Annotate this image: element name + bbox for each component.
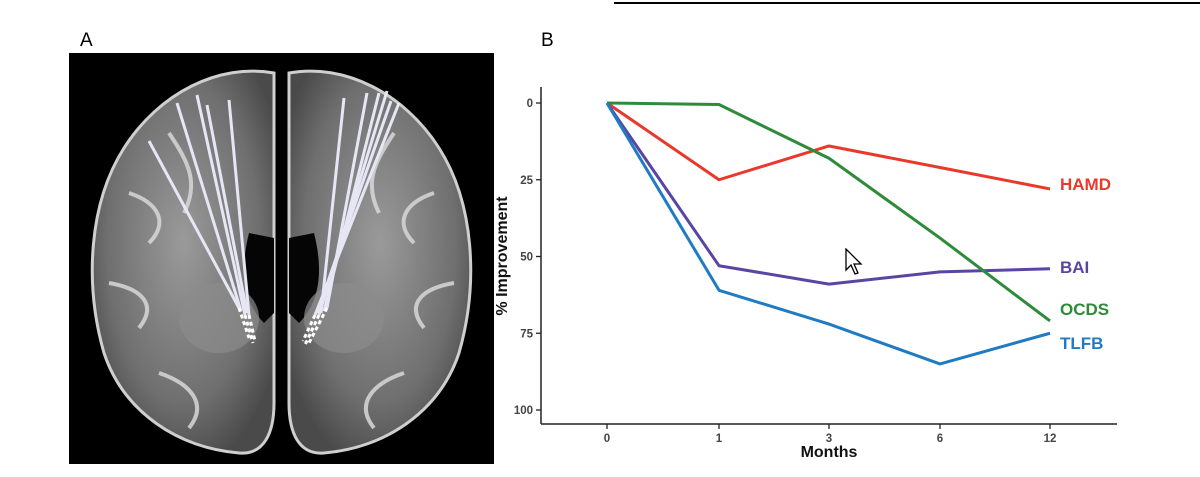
top-rule <box>614 2 1200 4</box>
mouse-cursor-icon <box>845 248 863 275</box>
x-tick-label: 0 <box>604 433 610 445</box>
series-line-tlfb <box>605 102 1051 366</box>
x-axis-title: Months <box>801 444 858 461</box>
x-tick-label: 12 <box>1044 433 1057 445</box>
series-line-bai <box>605 102 1051 286</box>
y-tick-label: 0 <box>527 98 533 110</box>
line-chart: 0 25 50 75 100 0 1 3 6 12 Months % Improvement HAMD B… <box>494 87 1117 461</box>
x-tick-label: 6 <box>937 433 943 445</box>
y-tick-label: 25 <box>520 175 533 187</box>
series-label-ocds: OCDS <box>1060 300 1109 319</box>
brain-illustration <box>69 53 494 464</box>
series-label-tlfb: TLFB <box>1060 334 1103 353</box>
y-tick-label: 50 <box>520 252 533 264</box>
panel-label-b: B <box>541 30 554 51</box>
series-line-ocds <box>606 101 1051 323</box>
brain-mri-image <box>69 53 494 464</box>
series-label-bai: BAI <box>1060 258 1089 277</box>
y-tick-label: 100 <box>514 405 533 417</box>
x-tick-label: 1 <box>716 433 723 445</box>
series-label-hamd: HAMD <box>1060 175 1111 194</box>
panel-label-a: A <box>80 30 93 51</box>
series-line-hamd <box>606 101 1051 191</box>
x-tick-label: 3 <box>826 433 832 445</box>
y-axis-title: % Improvement <box>494 196 511 316</box>
y-tick-label: 75 <box>520 328 533 340</box>
